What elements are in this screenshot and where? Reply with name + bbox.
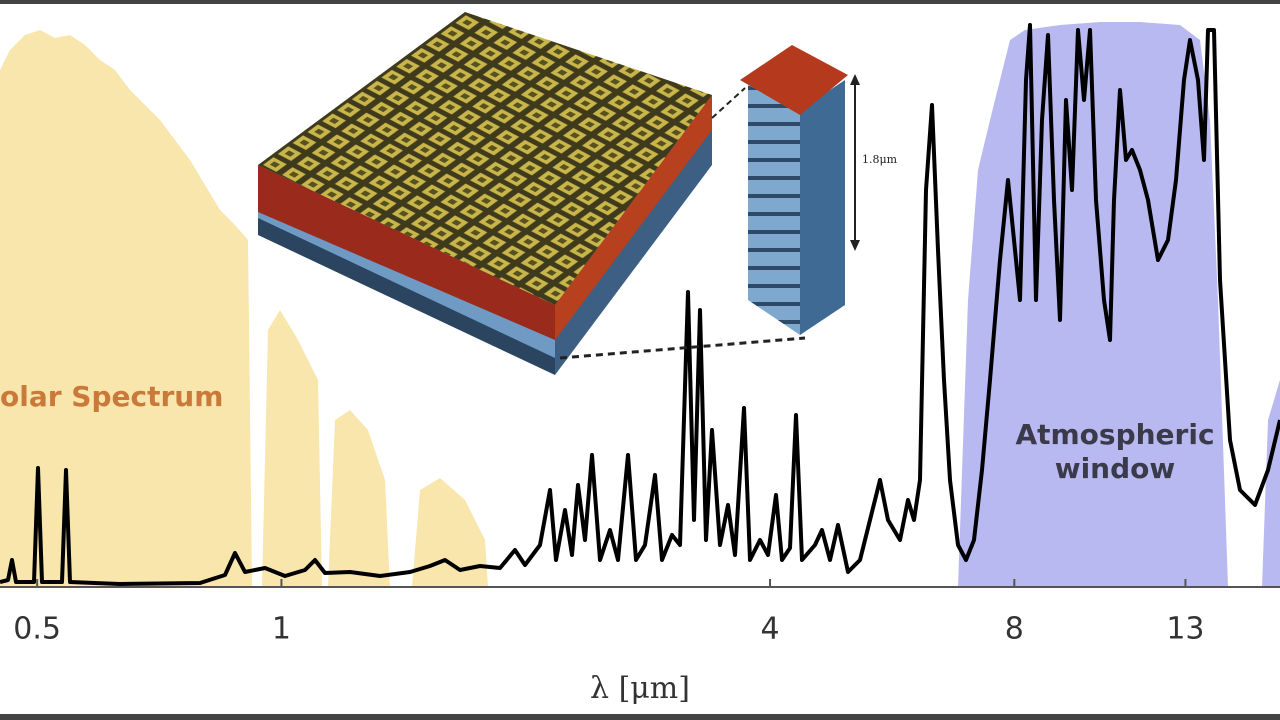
connector [559, 336, 806, 360]
slab-top-grid [258, 12, 712, 305]
window-label: window [1055, 452, 1176, 485]
arrow-head [850, 240, 860, 251]
slab-red-layer [258, 165, 555, 340]
window-label: Atmospheric [1015, 418, 1214, 451]
frame-bottom [0, 714, 1280, 720]
solar-label: olar Spectrum [0, 380, 223, 413]
column-side [800, 80, 845, 335]
x-tick-label: 1 [272, 612, 291, 647]
slab-side-red [555, 95, 712, 340]
column-top [740, 45, 848, 115]
x-tick-label: 4 [760, 612, 779, 647]
connector [711, 87, 746, 119]
frame-top [0, 0, 1280, 4]
x-tick-label: 13 [1166, 612, 1204, 647]
column-front [748, 85, 800, 335]
solar-spectrum-area [0, 30, 488, 587]
height-label: 1.8μm [862, 153, 898, 166]
emissivity-curve [0, 23, 1280, 586]
x-tick-label: 8 [1005, 612, 1024, 647]
arrow-head [850, 74, 860, 85]
x-tick-label: 0.5 [13, 612, 61, 647]
x-axis-label: λ [μm] [590, 671, 690, 706]
